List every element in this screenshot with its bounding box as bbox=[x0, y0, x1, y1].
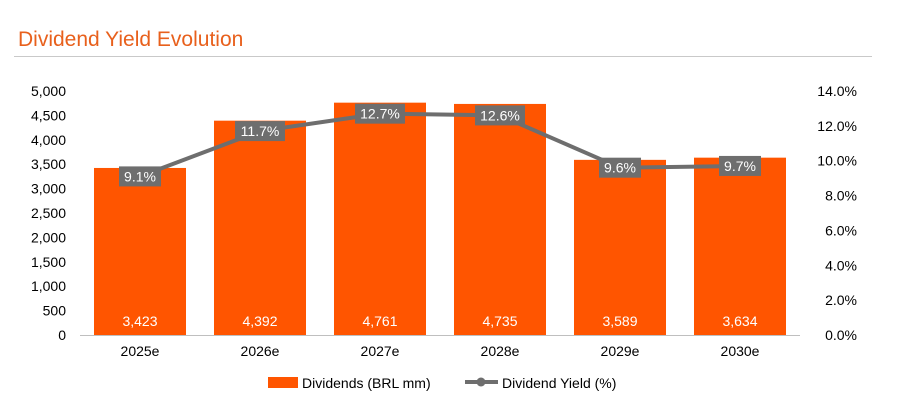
right-y-tick-label: 14.0% bbox=[817, 83, 857, 99]
left-y-tick-label: 4,000 bbox=[31, 132, 66, 148]
x-tick-label: 2028e bbox=[481, 343, 520, 359]
x-tick-label: 2027e bbox=[361, 343, 400, 359]
chart-title: Dividend Yield Evolution bbox=[18, 28, 244, 51]
right-y-tick-label: 0.0% bbox=[825, 327, 857, 343]
yield-value-label: 9.7% bbox=[724, 158, 756, 174]
yield-point-2027e bbox=[355, 103, 405, 124]
bar-value-label: 3,634 bbox=[722, 313, 757, 329]
bar-2026e bbox=[214, 120, 306, 335]
yield-point-2026e bbox=[235, 121, 285, 142]
legend-label-yield: Dividend Yield (%) bbox=[502, 375, 616, 391]
bar-2028e bbox=[454, 103, 546, 335]
bar-value-label: 4,761 bbox=[362, 313, 397, 329]
left-y-tick-label: 4,500 bbox=[31, 107, 66, 123]
yield-value-label: 9.6% bbox=[604, 160, 636, 176]
bar-2030e bbox=[694, 157, 786, 335]
x-tick-label: 2025e bbox=[121, 343, 160, 359]
x-tick-label: 2026e bbox=[241, 343, 280, 359]
left-y-tick-label: 3,500 bbox=[31, 156, 66, 172]
bar-value-label: 3,423 bbox=[122, 313, 157, 329]
right-y-tick-label: 8.0% bbox=[825, 188, 857, 204]
left-y-tick-label: 2,500 bbox=[31, 205, 66, 221]
right-y-tick-label: 2.0% bbox=[825, 292, 857, 308]
bar-value-label: 3,589 bbox=[602, 313, 637, 329]
right-y-tick-label: 4.0% bbox=[825, 257, 857, 273]
bar-2029e bbox=[574, 159, 666, 335]
legend-label-dividends: Dividends (BRL mm) bbox=[302, 375, 431, 391]
yield-point-2025e bbox=[119, 166, 161, 187]
right-y-tick-label: 10.0% bbox=[817, 153, 857, 169]
x-tick-label: 2029e bbox=[601, 343, 640, 359]
title-divider bbox=[14, 56, 872, 57]
bar-value-label: 4,735 bbox=[482, 313, 517, 329]
right-y-tick-label: 12.0% bbox=[817, 118, 857, 134]
legend-swatch-dividends bbox=[268, 377, 298, 388]
yield-value-label: 12.6% bbox=[480, 107, 520, 123]
yield-point-2030e bbox=[719, 155, 761, 176]
legend-marker-yield bbox=[476, 377, 486, 387]
left-y-tick-label: 2,000 bbox=[31, 229, 66, 245]
x-tick-label: 2030e bbox=[721, 343, 760, 359]
left-y-tick-label: 1,500 bbox=[31, 254, 66, 270]
left-y-tick-label: 0 bbox=[58, 327, 66, 343]
right-y-tick-label: 6.0% bbox=[825, 222, 857, 238]
yield-value-label: 12.7% bbox=[360, 106, 400, 122]
yield-value-label: 11.7% bbox=[241, 123, 280, 139]
bar-value-label: 4,392 bbox=[242, 313, 277, 329]
left-y-tick-label: 500 bbox=[43, 303, 67, 319]
bar-2027e bbox=[334, 102, 426, 335]
left-y-tick-label: 1,000 bbox=[31, 278, 66, 294]
yield-point-2029e bbox=[599, 157, 641, 178]
yield-point-2028e bbox=[475, 105, 525, 126]
left-y-tick-label: 5,000 bbox=[31, 83, 66, 99]
left-y-tick-label: 3,000 bbox=[31, 181, 66, 197]
bar-2025e bbox=[94, 167, 186, 335]
yield-value-label: 9.1% bbox=[124, 168, 156, 184]
